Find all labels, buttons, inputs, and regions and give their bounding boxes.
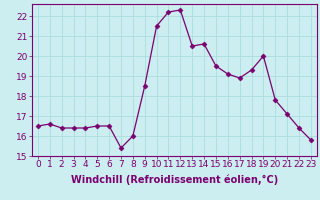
X-axis label: Windchill (Refroidissement éolien,°C): Windchill (Refroidissement éolien,°C) [71, 175, 278, 185]
